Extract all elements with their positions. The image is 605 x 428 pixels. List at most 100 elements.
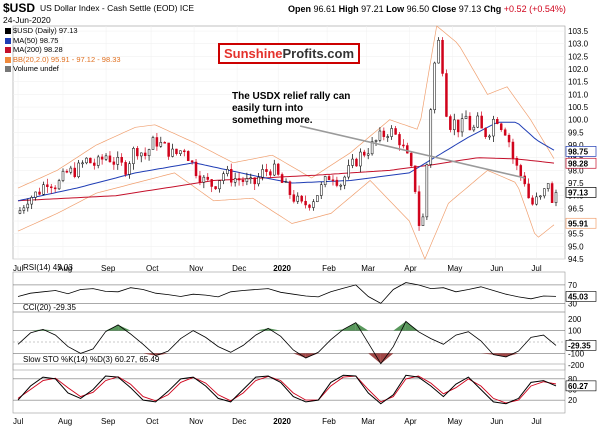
candle-body [492, 119, 495, 137]
candle-body [175, 148, 178, 154]
x-tick-label-bottom: Jun [490, 417, 503, 426]
legend-swatch [5, 56, 11, 63]
candle-body [527, 183, 530, 199]
candle-body [425, 164, 429, 218]
candle-body [456, 119, 460, 133]
x-tick-label-bottom: Jul [531, 417, 541, 426]
candle-body [42, 184, 45, 195]
candle-body [81, 162, 84, 165]
candle-body [429, 109, 433, 165]
price-tick-label: 95.0 [568, 242, 584, 251]
price-tick-label: 95.5 [568, 230, 584, 239]
candle-body [351, 158, 354, 166]
cci-overbought-fill [105, 324, 119, 331]
candle-body [464, 115, 468, 119]
candle-body [515, 158, 519, 166]
candle-body [61, 170, 65, 181]
candle-body [237, 178, 241, 181]
candle-body [409, 152, 413, 167]
candle-body [73, 167, 76, 177]
candle-body [323, 176, 327, 185]
ma200-line [17, 157, 555, 202]
candle-body [249, 177, 253, 179]
x-tick-label-bottom: Sep [101, 417, 116, 426]
candle-body [26, 203, 30, 209]
candle-body [280, 174, 284, 183]
bb-lower-price-tag: 95.91 [568, 219, 589, 228]
cci-tick-label: -100 [568, 349, 585, 358]
candle-body [496, 119, 499, 124]
x-tick-label: Jul [13, 264, 23, 273]
candle-body [378, 130, 382, 141]
brand-part2: Profits.com [282, 46, 355, 61]
candle-body [539, 195, 542, 198]
candle-body [183, 150, 186, 153]
cci-tick-label: 200 [568, 315, 582, 324]
low-label: Low [386, 4, 405, 14]
candle-body [124, 162, 127, 175]
candle-body [159, 142, 163, 147]
x-tick-label: Dec [232, 264, 246, 273]
candle-body [22, 207, 26, 211]
candle-body [398, 134, 401, 146]
legend-text: MA(50) 98.75 [13, 35, 59, 45]
candle-body [331, 179, 335, 182]
candle-body [390, 128, 393, 137]
annotation-arrow [299, 125, 526, 179]
candle-body [554, 192, 558, 203]
cci-oversold-fill [143, 353, 156, 356]
ma50-price-tag: 98.75 [568, 147, 589, 156]
candle-body [140, 152, 143, 157]
sto-value-box [565, 380, 597, 392]
candle-body [417, 191, 421, 226]
price-tick-label: 97.5 [568, 179, 584, 188]
x-tick-label-bottom: Aug [58, 417, 72, 426]
candle-body [69, 167, 73, 173]
candle-body [386, 136, 390, 138]
x-tick-label-bottom: Feb [322, 417, 336, 426]
x-tick-label-bottom: May [447, 417, 462, 426]
candle-body [104, 155, 108, 160]
candle-body [65, 170, 69, 173]
price-tick-label: 103.5 [568, 27, 589, 36]
candle-body [449, 116, 452, 130]
candle-body [519, 165, 523, 177]
rsi-value-box [565, 291, 597, 302]
candle-body [93, 162, 96, 166]
candle-body [261, 169, 264, 178]
candle-body [53, 187, 57, 190]
bb-lower-line [17, 169, 555, 260]
sto-k-line [17, 374, 557, 405]
legend-text: $USD (Daily) 97.13 [13, 26, 78, 35]
cci-oversold-fill [293, 353, 306, 358]
price-tick-label: 99.0 [568, 141, 584, 150]
close-price-tag-box [565, 187, 597, 198]
chart-description-text: US Dollar Index - Cash Settle (EOD) [40, 3, 178, 13]
x-tick-label-bottom: Nov [189, 417, 203, 426]
candle-body [507, 134, 511, 143]
candle-body [116, 156, 120, 165]
chg-label: Chg [483, 4, 502, 14]
cci-panel-frame [12, 311, 566, 371]
ma200-price-tag: 98.28 [568, 159, 589, 168]
candle-body [550, 183, 554, 203]
legend-swatch [5, 37, 11, 44]
x-tick-label-bottom: Dec [232, 417, 246, 426]
chart-description: US Dollar Index - Cash Settle (EOD) ICE [40, 3, 194, 13]
candle-body [38, 191, 41, 195]
candle-body [233, 178, 237, 183]
candle-body [120, 156, 123, 163]
cci-value-label: -29.35 [568, 341, 591, 350]
candle-body [132, 148, 135, 164]
cci-oversold-fill [155, 353, 169, 356]
x-tick-label: Jul [531, 264, 541, 273]
candle-body [128, 163, 131, 175]
candle-body [151, 137, 155, 150]
sto-d-line [17, 375, 557, 404]
rsi-panel-frame [12, 271, 566, 313]
candle-body [488, 135, 491, 138]
cci-tick-label: 100 [568, 327, 582, 336]
candle-body [370, 141, 374, 155]
cci-oversold-fill [480, 353, 494, 355]
candle-body [343, 176, 346, 186]
